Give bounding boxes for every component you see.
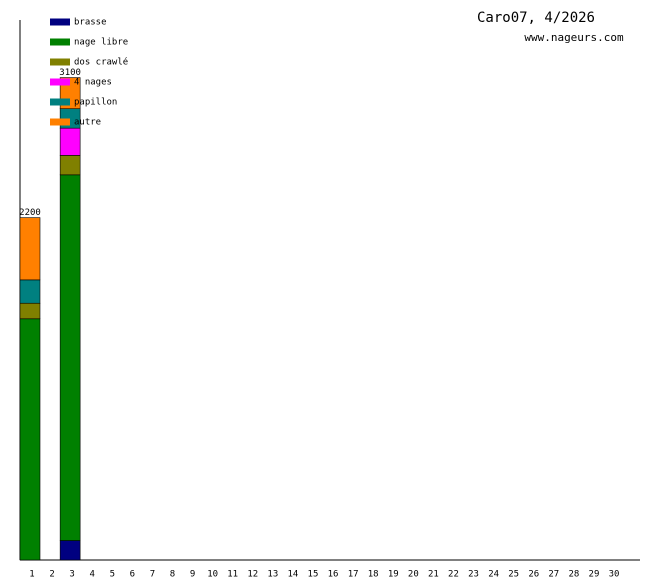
legend-label: dos crawlé	[74, 57, 128, 68]
x-tick-label: 20	[408, 570, 419, 580]
chart-title: Caro07, 4/2026	[477, 10, 595, 26]
legend-label: autre	[74, 118, 101, 128]
x-tick-label: 23	[468, 570, 479, 580]
x-tick-label: 3	[69, 570, 74, 580]
x-tick-label: 13	[267, 570, 278, 580]
x-tick-label: 2	[49, 570, 54, 580]
x-tick-label: 4	[89, 570, 94, 580]
x-tick-label: 26	[528, 570, 539, 580]
bar-segment	[59, 127, 81, 156]
legend-swatch	[50, 18, 70, 26]
legend-swatch	[50, 98, 70, 106]
x-tick-label: 15	[308, 570, 319, 580]
legend-swatch	[50, 118, 70, 126]
x-tick-label: 5	[110, 570, 115, 580]
bar-segment	[19, 318, 41, 561]
x-tick-label: 21	[428, 570, 439, 580]
x-tick-label: 9	[190, 570, 195, 580]
legend-label: papillon	[74, 98, 117, 108]
x-tick-label: 28	[568, 570, 579, 580]
x-tick-label: 6	[130, 570, 135, 580]
bar-segment	[19, 279, 41, 304]
x-tick-label: 10	[207, 570, 218, 580]
x-tick-label: 29	[589, 570, 600, 580]
legend-swatch	[50, 78, 70, 86]
bar-segment	[59, 540, 81, 561]
bar-segment	[19, 217, 41, 281]
legend-swatch	[50, 38, 70, 46]
legend-swatch	[50, 58, 70, 66]
x-tick-label: 17	[348, 570, 359, 580]
legend-label: nage libre	[74, 38, 128, 48]
x-tick-label: 8	[170, 570, 175, 580]
bar-segment	[59, 174, 81, 541]
legend-label: 4 nages	[74, 78, 112, 88]
x-tick-label: 27	[548, 570, 559, 580]
x-tick-label: 25	[508, 570, 519, 580]
x-tick-label: 22	[448, 570, 459, 580]
total-label: 2200	[19, 208, 41, 218]
total-label: 3100	[59, 68, 81, 78]
bar-segment	[59, 155, 81, 176]
legend-label: brasse	[74, 18, 107, 28]
x-tick-label: 7	[150, 570, 155, 580]
x-tick-label: 24	[488, 570, 499, 580]
x-tick-label: 1	[29, 570, 34, 580]
x-tick-label: 12	[247, 570, 258, 580]
bar-segment	[19, 302, 41, 320]
x-tick-label: 16	[328, 570, 339, 580]
x-tick-label: 18	[368, 570, 379, 580]
x-tick-label: 19	[388, 570, 399, 580]
chart-subtitle: www.nageurs.com	[524, 31, 624, 44]
x-tick-label: 11	[227, 570, 238, 580]
x-tick-label: 30	[609, 570, 620, 580]
x-tick-label: 14	[287, 570, 298, 580]
